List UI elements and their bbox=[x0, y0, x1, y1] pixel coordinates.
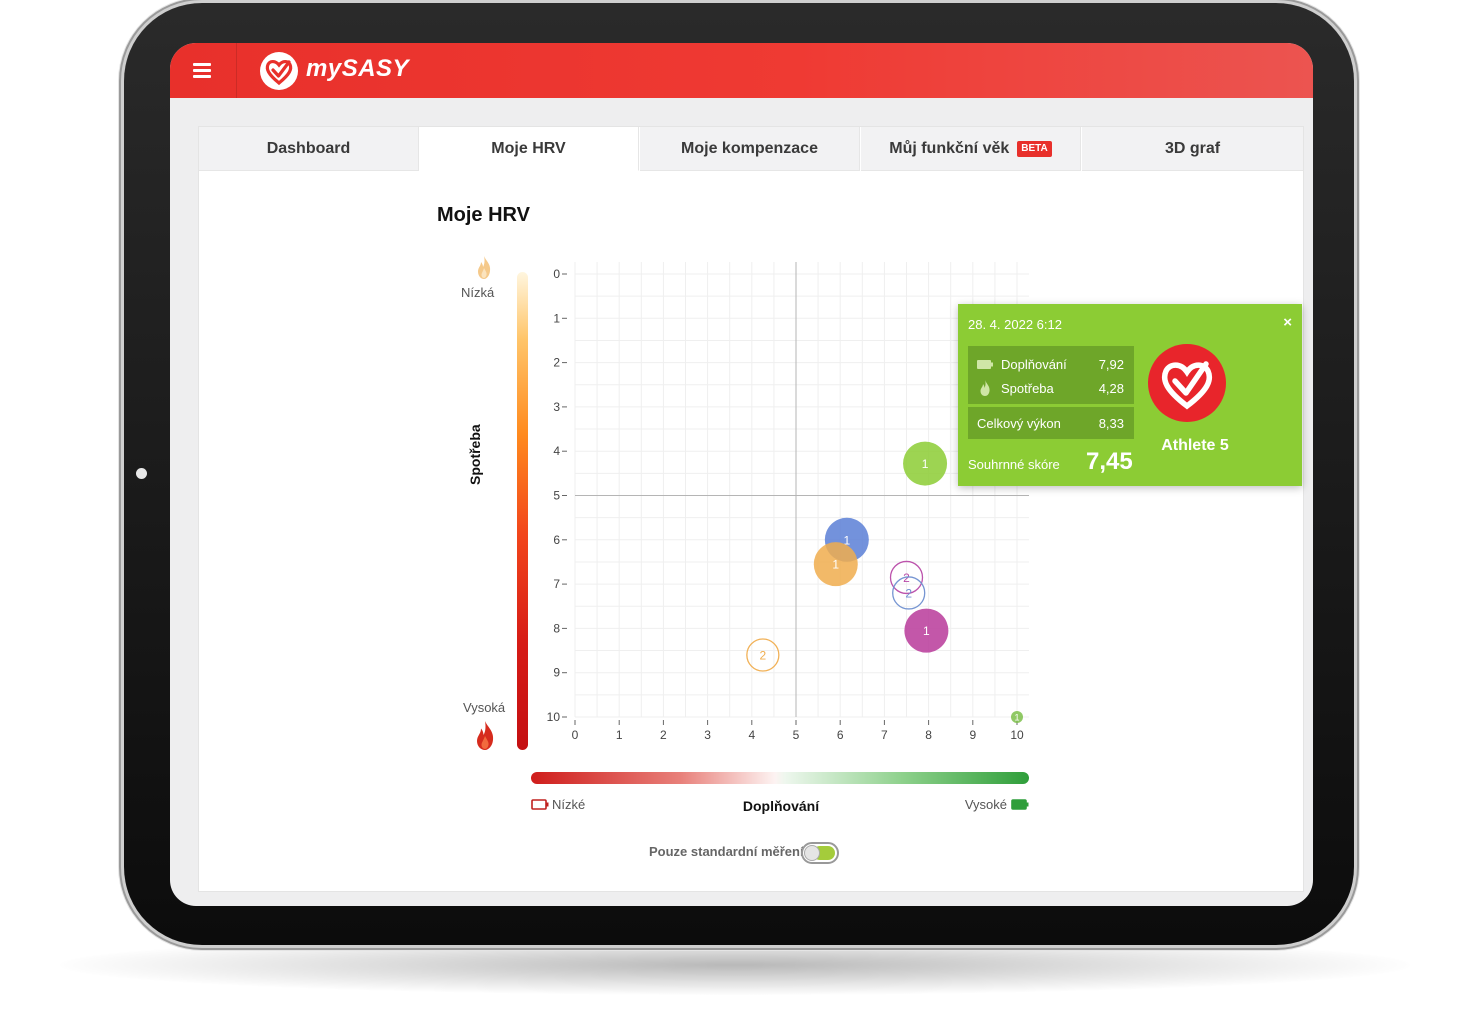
tooltip-row-name: Doplňování bbox=[1001, 357, 1067, 372]
x-tick-label: 3 bbox=[704, 728, 711, 742]
app-logo-text: mySASY bbox=[306, 55, 410, 82]
y-tick-label: 4 bbox=[553, 444, 560, 458]
standard-measure-label: Pouze standardní měření bbox=[649, 844, 804, 859]
tooltip-row-name: Spotřeba bbox=[1001, 381, 1054, 396]
y-tick-label: 6 bbox=[553, 533, 560, 547]
main-card: Dashboard Moje HRV Moje kompenzace Můj f… bbox=[198, 126, 1304, 892]
consumption-gradient-bar bbox=[517, 272, 528, 750]
x-tick-label: 9 bbox=[969, 728, 976, 742]
y-tick-label: 9 bbox=[553, 666, 560, 680]
tab-dashboard[interactable]: Dashboard bbox=[199, 127, 419, 171]
data-point bbox=[903, 441, 948, 486]
x-axis-low-text: Nízké bbox=[552, 797, 586, 812]
beta-badge: BETA bbox=[1017, 141, 1052, 157]
tooltip-date: 28. 4. 2022 6:12 bbox=[968, 317, 1062, 332]
data-point bbox=[892, 576, 926, 610]
tablet-camera bbox=[136, 468, 147, 479]
x-tick-label: 1 bbox=[616, 728, 623, 742]
tab-muj-funkcni-vek[interactable]: Můj funkční věk BETA bbox=[861, 127, 1081, 171]
y-tick-label: 8 bbox=[553, 621, 560, 635]
data-point-label: 1 bbox=[1014, 713, 1019, 723]
x-tick-label: 10 bbox=[1010, 728, 1024, 742]
tab-bar: Dashboard Moje HRV Moje kompenzace Můj f… bbox=[199, 127, 1303, 171]
athlete-heart-logo-icon bbox=[1148, 344, 1226, 422]
data-point-label: 2 bbox=[760, 648, 767, 662]
x-tick-label: 2 bbox=[660, 728, 667, 742]
tab-moje-hrv[interactable]: Moje HRV bbox=[419, 127, 639, 171]
low-flame-icon bbox=[478, 256, 491, 279]
data-point-label: 1 bbox=[832, 558, 839, 572]
tooltip-total-value: 8,33 bbox=[1098, 416, 1124, 431]
tab-3d-graf[interactable]: 3D graf bbox=[1082, 127, 1303, 171]
data-point bbox=[904, 608, 949, 653]
data-point bbox=[889, 560, 924, 595]
athlete-name: Athlete 5 bbox=[1161, 437, 1229, 454]
data-point-label: 1 bbox=[923, 624, 930, 638]
data-point-label: 1 bbox=[843, 533, 850, 547]
y-tick-label: 2 bbox=[553, 356, 560, 370]
tab-label: Můj funkční věk bbox=[889, 140, 1010, 157]
x-axis-name: Doplňování bbox=[742, 798, 820, 814]
replenishment-gradient-bar bbox=[531, 772, 1029, 784]
battery-icon bbox=[977, 360, 993, 369]
menu-icon bbox=[193, 69, 211, 72]
x-axis-low-label: Nízké bbox=[531, 797, 585, 812]
flame-icon bbox=[980, 380, 990, 396]
top-bar: mySASY bbox=[170, 43, 1313, 98]
tooltip-score-value: 7,45 bbox=[1086, 448, 1133, 475]
tooltip-row-value: 7,92 bbox=[1098, 357, 1124, 372]
menu-icon bbox=[193, 75, 211, 78]
tab-label: Dashboard bbox=[266, 140, 351, 157]
y-tick-label: 10 bbox=[547, 710, 561, 724]
y-tick-label: 5 bbox=[553, 489, 560, 503]
x-tick-label: 0 bbox=[572, 728, 579, 742]
high-flame-icon bbox=[477, 721, 494, 750]
x-tick-label: 4 bbox=[748, 728, 755, 742]
tooltip-total-name: Celkový výkon bbox=[977, 416, 1061, 431]
x-tick-label: 7 bbox=[881, 728, 888, 742]
data-point bbox=[1011, 711, 1023, 723]
device-shadow bbox=[60, 935, 1410, 995]
measurement-tooltip: 28. 4. 2022 6:12 × Doplňování 7,92 Spotř… bbox=[958, 304, 1302, 486]
page-title: Moje HRV bbox=[437, 204, 530, 226]
tooltip-score-label: Souhrnné skóre bbox=[968, 457, 1060, 472]
y-axis-top-label: Nízká bbox=[461, 285, 495, 300]
tab-label: Moje kompenzace bbox=[681, 140, 818, 157]
data-point-label: 2 bbox=[903, 571, 910, 585]
y-axis-bottom-label: Vysoká bbox=[463, 700, 506, 715]
x-tick-label: 5 bbox=[793, 728, 800, 742]
y-tick-label: 0 bbox=[553, 267, 560, 281]
data-point-label: 2 bbox=[905, 586, 912, 600]
standard-measure-toggle[interactable] bbox=[801, 842, 839, 864]
y-tick-label: 1 bbox=[553, 311, 560, 325]
tooltip-values-box: Doplňování 7,92 Spotřeba 4,28 bbox=[968, 346, 1134, 404]
tooltip-total-box: Celkový výkon 8,33 bbox=[968, 407, 1134, 439]
x-axis-high-text: Vysoké bbox=[964, 797, 1007, 812]
y-tick-label: 7 bbox=[553, 577, 560, 591]
y-axis-name: Spotřeba bbox=[467, 424, 483, 485]
tooltip-row-value: 4,28 bbox=[1098, 381, 1124, 396]
x-axis-high-label: Vysoké bbox=[965, 797, 1029, 812]
data-point bbox=[746, 638, 780, 672]
data-point-label: 1 bbox=[922, 457, 929, 471]
battery-empty-icon bbox=[531, 799, 549, 810]
tab-moje-kompenzace[interactable]: Moje kompenzace bbox=[640, 127, 860, 171]
menu-icon bbox=[193, 63, 211, 66]
toggle-knob bbox=[804, 845, 820, 861]
data-point bbox=[813, 542, 858, 587]
x-tick-label: 8 bbox=[925, 728, 932, 742]
tab-label: Moje HRV bbox=[491, 140, 566, 157]
battery-full-icon bbox=[1011, 799, 1029, 810]
heart-check-logo-icon bbox=[260, 52, 298, 90]
tab-label: 3D graf bbox=[1164, 140, 1221, 157]
x-tick-label: 6 bbox=[837, 728, 844, 742]
hamburger-menu-button[interactable] bbox=[170, 43, 237, 98]
y-tick-label: 3 bbox=[553, 400, 560, 414]
close-icon[interactable]: × bbox=[1283, 314, 1292, 331]
